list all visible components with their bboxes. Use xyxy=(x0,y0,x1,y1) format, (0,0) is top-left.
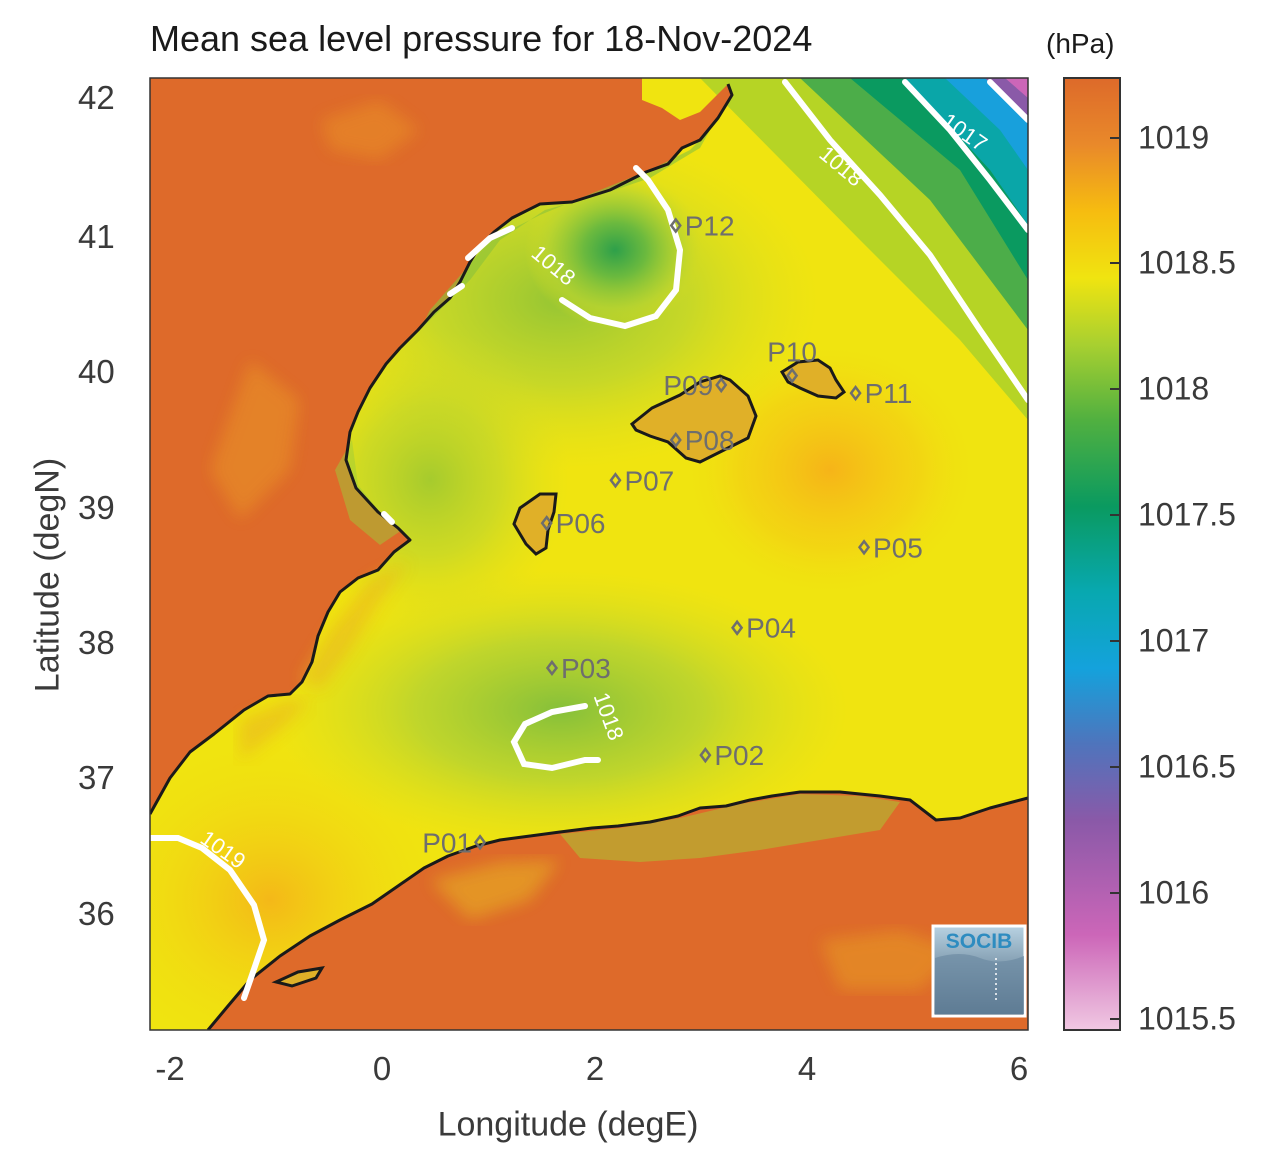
isobar-1019-southwest xyxy=(150,835,268,1001)
ibiza-island xyxy=(512,492,558,556)
station-p10: P10 xyxy=(767,337,817,384)
station-label: P01 xyxy=(422,827,472,858)
station-p05: P05 xyxy=(857,532,923,563)
station-marker-icon xyxy=(849,385,862,402)
station-label: P06 xyxy=(556,508,606,539)
menorca-island xyxy=(779,358,847,400)
station-p03: P03 xyxy=(545,653,611,684)
mallorca-island xyxy=(629,374,758,464)
x-tick-label: 6 xyxy=(1009,1050,1029,1087)
x-tick-label: 2 xyxy=(585,1050,605,1087)
station-label: P10 xyxy=(767,337,817,368)
station-marker-icon xyxy=(731,619,744,636)
station-p11: P11 xyxy=(849,378,913,409)
station-marker-icon xyxy=(857,539,871,556)
station-marker-icon xyxy=(786,367,799,384)
x-tick-label: -2 xyxy=(155,1050,185,1087)
socib-logo: SOCIB xyxy=(931,924,1027,1018)
station-p09: P09 xyxy=(663,370,728,401)
station-label: P03 xyxy=(561,653,611,684)
station-marker-icon xyxy=(540,515,553,532)
isobar-1017-northeast xyxy=(902,79,1028,233)
socib-logo-text: SOCIB xyxy=(946,930,1013,953)
station-p07: P07 xyxy=(609,465,674,496)
colorbar xyxy=(1063,77,1121,1031)
y-tick-label: 40 xyxy=(78,353,115,390)
isobar-1018-north-west xyxy=(465,225,515,261)
y-tick-label: 39 xyxy=(78,489,115,526)
balearic-islands xyxy=(271,358,847,988)
station-label: P05 xyxy=(873,532,923,563)
isobar-1018-south xyxy=(510,703,601,772)
colorbar-tick-label: 1016.5 xyxy=(1138,748,1236,785)
colorbar-tick-label: 1017 xyxy=(1138,622,1210,659)
station-marker-icon xyxy=(545,659,559,677)
plot-frame xyxy=(149,77,1029,1031)
station-p01: P01 xyxy=(422,827,487,858)
station-label: P12 xyxy=(685,210,735,241)
station-label: P02 xyxy=(714,740,764,771)
station-p02: P02 xyxy=(699,740,764,771)
station-marker-icon xyxy=(699,747,712,764)
colorbar-tick-label: 1018 xyxy=(1138,370,1210,407)
alboran-island xyxy=(271,965,325,988)
y-tick-label: 38 xyxy=(78,624,115,661)
y-tick-label: 42 xyxy=(78,79,115,116)
isobar-contours xyxy=(150,79,1028,1001)
x-tick-label: 0 xyxy=(372,1050,392,1087)
colorbar-tick-label: 1017.5 xyxy=(1138,496,1236,533)
colorbar-tick-label: 1018.5 xyxy=(1138,244,1236,281)
station-marker-icon xyxy=(473,834,487,851)
isobar-1018-north xyxy=(559,165,684,330)
station-label: P07 xyxy=(624,465,674,496)
map-title: Mean sea level pressure for 18-Nov-2024 xyxy=(150,18,813,59)
station-p04: P04 xyxy=(731,613,796,644)
station-p08: P08 xyxy=(669,425,735,456)
station-label: P08 xyxy=(685,425,735,456)
station-marker-icon xyxy=(715,376,728,394)
station-p06: P06 xyxy=(540,508,606,539)
land-masses xyxy=(150,78,1028,1030)
y-tick-label: 37 xyxy=(78,759,115,796)
y-tick-label: 36 xyxy=(78,895,115,932)
station-p12: P12 xyxy=(669,210,735,241)
colorbar-tick-label: 1016 xyxy=(1138,874,1210,911)
station-label: P11 xyxy=(865,378,913,409)
station-marker-icon xyxy=(669,431,682,449)
isobar-1018-northeast xyxy=(782,79,1028,403)
colorbar-tick-label: 1019 xyxy=(1138,119,1210,156)
y-tick-label: 41 xyxy=(78,218,115,255)
x-tick-label: 4 xyxy=(797,1050,817,1087)
isobar-1016-corner xyxy=(987,79,1028,123)
stations: P01 P02 P03 P04 P05 P06 P07 P08 P09 P10 P11 P12 xyxy=(422,210,923,858)
colorbar-ticks xyxy=(1110,137,1120,1020)
coastline xyxy=(150,83,1028,1030)
station-label: P09 xyxy=(663,370,713,401)
x-axis-label: Longitude (degE) xyxy=(437,1105,699,1144)
isobar-1018-coast2 xyxy=(447,283,465,297)
isobar-1018-coast xyxy=(381,511,395,525)
colorbar-unit: (hPa) xyxy=(1046,28,1115,59)
colorbar-tick-label: 1015.5 xyxy=(1138,1000,1236,1037)
station-marker-icon xyxy=(609,472,622,489)
station-marker-icon xyxy=(669,217,682,234)
station-label: P04 xyxy=(746,613,796,644)
